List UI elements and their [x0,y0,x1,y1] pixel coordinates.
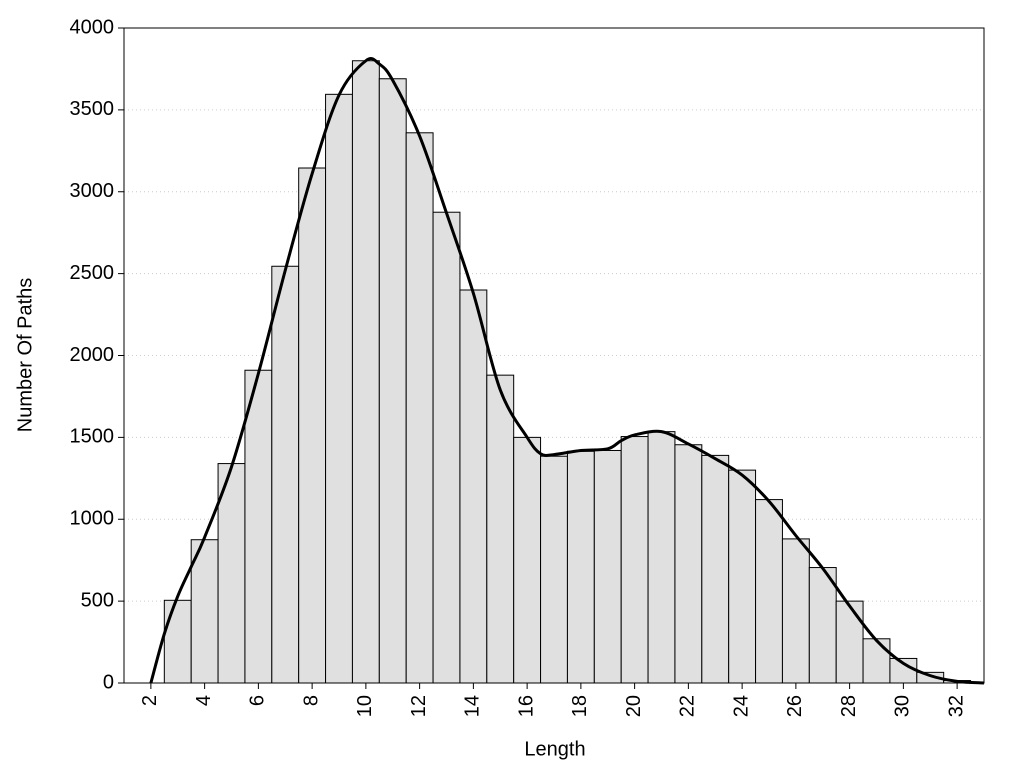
x-tick-label: 12 [408,695,430,717]
bar [432,211,461,684]
bar [486,374,515,684]
x-tick-label: 2 [139,695,161,706]
x-tick-label: 22 [677,695,699,717]
bar [190,539,219,684]
bar [244,369,273,684]
bar [325,93,353,684]
y-tick-label: 3000 [70,180,115,202]
plot-frame [123,27,985,684]
x-tick-label: 24 [730,695,752,717]
density-curve [149,57,985,685]
bar [781,538,810,684]
y-axis-label: Number Of Paths [14,278,36,433]
y-tick-label: 3500 [70,98,115,120]
bar [835,600,864,684]
x-tick-label: 28 [838,695,860,717]
bar [862,638,891,684]
y-tick-label: 2500 [70,262,115,284]
bar [593,449,622,684]
y-tick-label: 0 [103,671,114,693]
bar [808,567,837,684]
y-tick-label: 1500 [70,426,115,448]
bar [378,78,407,684]
x-tick-label: 14 [462,695,484,717]
y-tick-label: 2000 [70,344,115,366]
x-tick-label: 10 [354,695,376,717]
x-tick-label: 26 [784,695,806,717]
x-tick-label: 18 [569,695,591,717]
x-tick-label: 16 [515,695,537,717]
bar [459,289,488,684]
bar [298,167,327,684]
x-tick-label: 6 [247,695,269,706]
x-tick-label: 20 [623,695,645,717]
bar [271,265,300,684]
y-tick-label: 4000 [70,16,115,38]
x-axis-label: Length [524,738,585,760]
bar [163,599,192,684]
x-tick-label: 8 [300,695,322,706]
bar [566,450,595,684]
bar [540,455,568,684]
bar [701,454,730,684]
bar [674,444,703,684]
bar [728,469,757,684]
bar [647,431,676,684]
y-tick-label: 1000 [70,508,115,530]
bar [405,132,434,684]
y-tick-label: 500 [81,589,114,611]
x-tick-label: 4 [193,695,215,706]
x-tick-label: 32 [945,695,967,717]
x-tick-label: 30 [892,695,914,717]
bar [513,436,542,684]
bar [755,499,783,684]
bar [351,60,380,684]
bar [620,436,649,684]
